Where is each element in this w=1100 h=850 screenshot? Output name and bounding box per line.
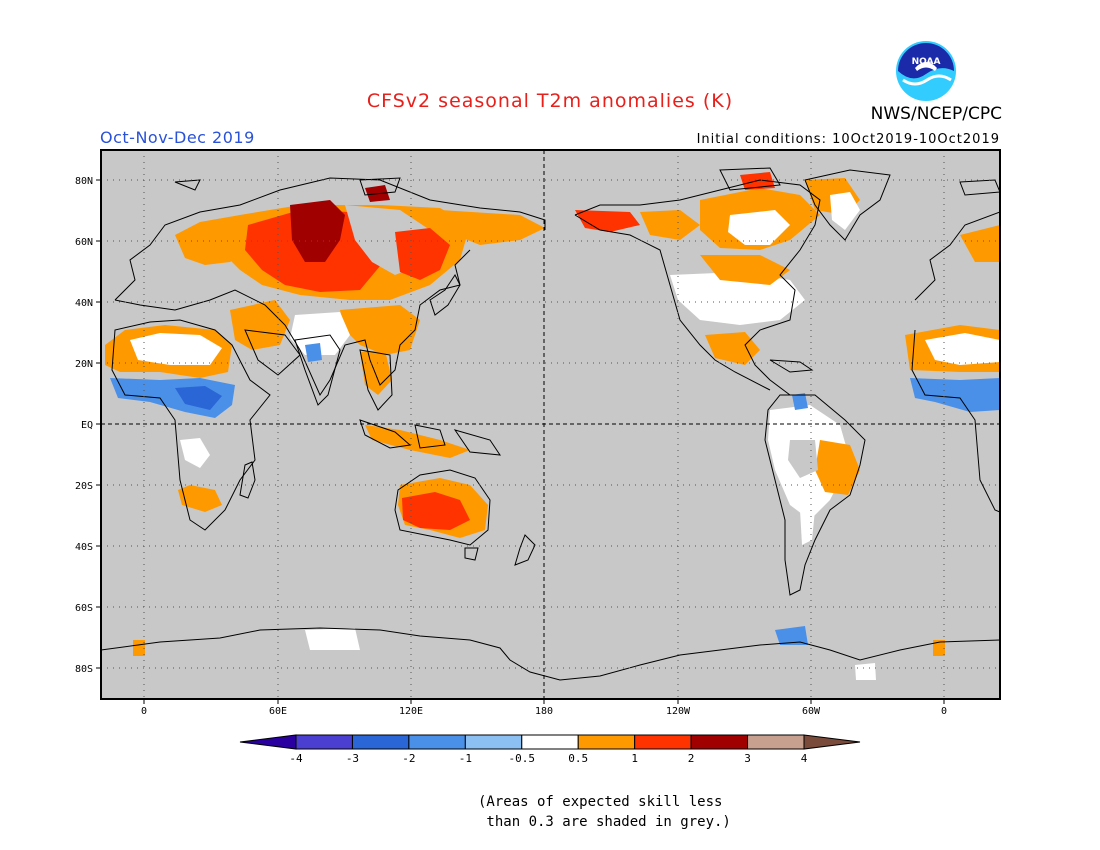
colorbar-swatch — [690, 734, 749, 750]
lon-label: 60W — [802, 706, 821, 717]
season-label: Oct-Nov-Dec 2019 — [100, 128, 255, 147]
colorbar-swatch — [464, 734, 523, 750]
lon-label: 0 — [141, 706, 147, 717]
colorbar-label: -1 — [459, 752, 472, 765]
lat-label: 80N — [75, 176, 93, 187]
patch-samerica-blue — [792, 393, 808, 410]
patch-chile-white — [800, 510, 815, 545]
colorbar-min-arrow — [239, 734, 297, 750]
patch-india-blue — [305, 343, 322, 362]
colorbar-label: 3 — [744, 752, 751, 765]
patch-east-siberia-orange — [440, 210, 545, 245]
patch-brazil-orange — [815, 440, 860, 495]
patch-siberia-east-red — [395, 228, 450, 280]
patch-mideast-orange — [230, 300, 290, 350]
patch-indonesia-orange — [365, 425, 470, 458]
colorbar-label: -0.5 — [509, 752, 536, 765]
colorbar-swatch — [747, 734, 805, 750]
colorbar-swatch — [408, 734, 466, 750]
patch-mexico-orange — [705, 332, 760, 365]
patch-china-orange — [340, 305, 420, 355]
patch-antarctic-white-1 — [305, 628, 360, 650]
reference-lines — [101, 150, 1000, 699]
lat-label: 40S — [75, 542, 93, 553]
colorbar-swatch — [577, 734, 636, 750]
colorbar-label: 4 — [801, 752, 808, 765]
colorbar-label: -4 — [289, 752, 303, 765]
patch-right-africa-white — [925, 333, 1000, 365]
patch-sahara-white — [130, 333, 222, 365]
patch-sahel-deepblue — [175, 386, 222, 410]
patch-antarctic-orange-right — [933, 640, 945, 656]
patch-right-europe-orange — [960, 225, 1000, 262]
lat-label: EQ — [81, 420, 93, 431]
colorbar-label: 0.5 — [568, 752, 588, 765]
patch-antarctic-blue — [775, 626, 808, 645]
initial-conditions: Initial conditions: 10Oct2019-10Oct2019 — [696, 132, 1000, 147]
patch-africa-white — [180, 438, 210, 468]
logo-text: NOAA — [912, 57, 941, 67]
patch-usa-white — [670, 272, 805, 325]
patch-indochina-orange — [360, 350, 392, 395]
patch-china-white — [290, 312, 350, 355]
anomaly-patches — [105, 172, 1000, 680]
lat-label: 40N — [75, 298, 93, 309]
lat-label: 20S — [75, 481, 93, 492]
patch-alaska-red — [575, 210, 640, 232]
lon-label: 60E — [269, 706, 287, 717]
lon-label: 180 — [535, 706, 553, 717]
colorbar-label: 2 — [688, 752, 695, 765]
colorbar: -4 -3 -2 -1 -0.5 0.5 1 2 3 4 — [239, 734, 861, 765]
patch-antarctic-white-2 — [855, 663, 876, 680]
lon-label: 0 — [941, 706, 947, 717]
lat-label: 20N — [75, 359, 93, 370]
colorbar-swatch — [634, 734, 692, 750]
colorbar-swatch — [351, 734, 410, 750]
colorbar-label: -2 — [402, 752, 415, 765]
colorbar-swatch — [521, 734, 579, 750]
lon-label: 120E — [399, 706, 423, 717]
map-title: CFSv2 seasonal T2m anomalies (K) — [366, 90, 734, 112]
patch-usa-orange — [700, 255, 790, 285]
noaa-logo: NOAA — [896, 41, 956, 101]
skill-note: (Areas of expected skill less than 0.3 a… — [478, 794, 731, 830]
lat-label: 80S — [75, 664, 93, 675]
patch-alaska-orange — [640, 210, 700, 240]
lat-label: 60S — [75, 603, 93, 614]
agency-label: NWS/NCEP/CPC — [870, 104, 1002, 124]
patch-right-sahel-blue — [910, 378, 1000, 412]
patch-antarctic-orange-left — [133, 640, 145, 656]
coastlines — [101, 167, 1000, 681]
patch-siberia-darkred — [290, 200, 345, 262]
colorbar-swatch — [295, 734, 353, 750]
patch-greenland-white — [830, 192, 860, 230]
lat-label: 60N — [75, 237, 93, 248]
colorbar-label: 1 — [631, 752, 638, 765]
colorbar-max-arrow — [803, 734, 861, 750]
patch-canada-white — [728, 210, 790, 245]
lon-label: 120W — [666, 706, 691, 717]
colorbar-label: -3 — [346, 752, 359, 765]
patch-australia-red — [402, 492, 470, 530]
patch-south-africa-orange — [178, 485, 222, 512]
